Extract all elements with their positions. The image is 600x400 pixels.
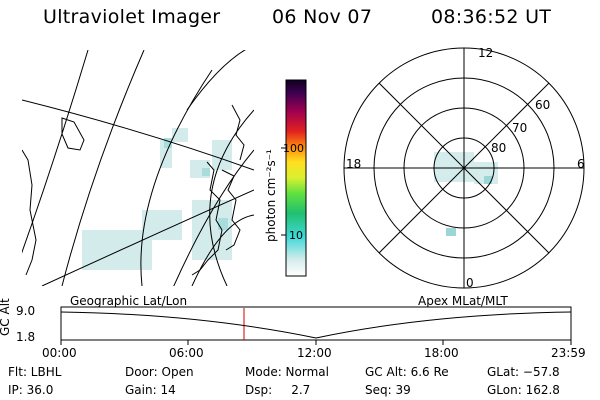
altitude-xtick-0600: 06:00	[169, 346, 204, 360]
altitude-xtick-0000: 00:00	[42, 346, 77, 360]
mlt-label-6: 6	[577, 157, 585, 171]
altitude-time-plot	[60, 306, 572, 345]
status-seq: Seq: 39	[365, 383, 411, 397]
altitude-ylabel: GC Alt	[0, 298, 12, 336]
altitude-ytick-max: 9.0	[16, 304, 36, 318]
mlt-label-0: 0	[466, 276, 474, 290]
altitude-xtick-1800: 18:00	[424, 346, 459, 360]
altitude-xtick-2359: 23:59	[551, 346, 586, 360]
status-filter: Flt: LBHL	[8, 365, 62, 379]
mlt-label-12: 12	[478, 46, 494, 60]
status-glat: GLat: −57.8	[487, 365, 560, 379]
status-ip: IP: 36.0	[8, 383, 54, 397]
mlat-label-70: 70	[512, 121, 528, 135]
observation-date: 06 Nov 07	[272, 6, 373, 28]
apex-caption: Apex MLat/MLT	[418, 294, 508, 308]
geographic-caption: Geographic Lat/Lon	[70, 294, 188, 308]
observation-time: 08:36:52 UT	[431, 6, 552, 28]
colorbar-tick-10: 10	[289, 229, 303, 242]
polar-mlat-mlt-plot	[343, 47, 585, 289]
altitude-xtick-1200: 12:00	[297, 346, 332, 360]
mlt-label-18: 18	[346, 157, 362, 171]
mlat-label-80: 80	[491, 141, 507, 155]
colorbar-unit-label: photon cm⁻²s⁻¹	[264, 149, 278, 242]
geographic-map	[22, 50, 254, 286]
status-mode: Mode: Normal	[245, 365, 329, 379]
instrument-title: Ultraviolet Imager	[43, 6, 221, 28]
altitude-ytick-min: 1.8	[16, 330, 36, 344]
status-gain: Gain: 14	[125, 383, 176, 397]
status-dsp: Dsp: 2.7	[245, 383, 311, 397]
mlat-label-60: 60	[535, 98, 551, 112]
status-gc-alt: GC Alt: 6.6 Re	[365, 365, 449, 379]
colorbar-tick-100: 100	[283, 142, 304, 155]
status-glon: GLon: 162.8	[487, 383, 560, 397]
intensity-colorbar	[281, 79, 307, 277]
status-door: Door: Open	[125, 365, 194, 379]
